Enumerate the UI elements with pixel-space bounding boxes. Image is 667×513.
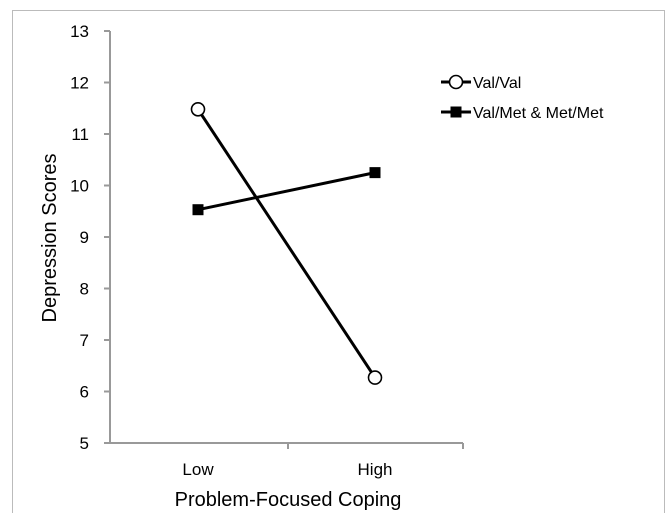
data-point-0-0 [190, 101, 206, 117]
axes [104, 30, 464, 449]
x-tick-label: Low [182, 460, 214, 479]
x-tick-label: High [358, 460, 393, 479]
y-tick-label: 6 [80, 383, 89, 402]
series-group [190, 101, 383, 385]
x-axis-label: Problem-Focused Coping [175, 489, 402, 511]
series-line-1 [197, 171, 376, 212]
legend-marker-1 [450, 106, 462, 118]
data-point-1-1 [369, 167, 381, 179]
y-axis-label: Depression Scores [39, 154, 61, 323]
series-line-0 [196, 108, 377, 379]
y-tick-label: 8 [80, 280, 89, 299]
chart-frame [12, 10, 665, 513]
data-point-0-1 [367, 370, 383, 385]
x-tick-labels: Low High [182, 460, 392, 479]
y-tick-label: 11 [71, 125, 89, 144]
data-point-1-0 [192, 204, 204, 216]
legend-label-1: Val/Met & Met/Met [473, 105, 604, 122]
y-tick-label: 13 [70, 22, 89, 41]
y-tick-label: 9 [80, 228, 89, 247]
y-tick-labels: 5 6 7 8 9 10 11 12 13 [70, 22, 89, 453]
y-tick-label: 5 [80, 434, 89, 453]
legend-marker-0 [448, 74, 464, 90]
y-tick-label: 10 [70, 177, 89, 196]
y-tick-label: 12 [70, 74, 89, 93]
legend: Val/Val Val/Met & Met/Met [441, 74, 604, 122]
y-tick-label: 7 [80, 331, 89, 350]
legend-label-0: Val/Val [473, 75, 521, 92]
